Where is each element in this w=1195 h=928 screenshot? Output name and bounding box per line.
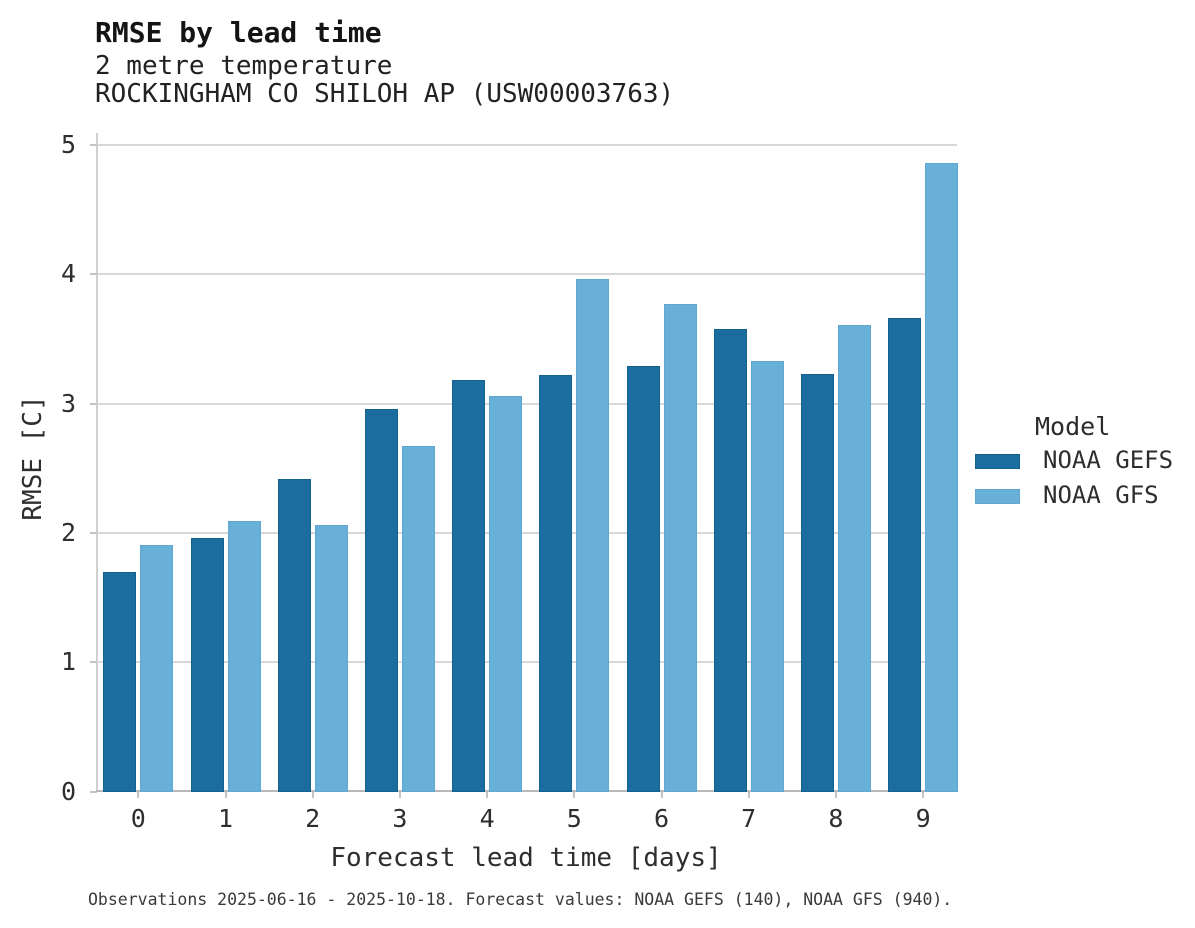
bar-noaa-gfs-4 <box>489 395 523 792</box>
legend-label-noaa-gefs: NOAA GEFS <box>1043 446 1174 474</box>
bar-noaa-gefs-3 <box>364 408 398 792</box>
x-axis-title: Forecast lead time [days] <box>330 843 722 873</box>
bar-noaa-gefs-8 <box>800 373 834 792</box>
y-tick-label: 5 <box>60 130 76 159</box>
x-tick-label: 0 <box>130 803 146 833</box>
legend-title: Model <box>1035 412 1111 441</box>
gridline-y4 <box>95 273 957 276</box>
y-tick-mark <box>89 273 97 276</box>
gridline-y5 <box>95 144 957 146</box>
x-tick-label: 9 <box>915 803 931 833</box>
gridline-y3 <box>95 402 957 405</box>
bar-noaa-gfs-0 <box>140 544 174 792</box>
bar-noaa-gfs-9 <box>925 163 959 792</box>
bar-noaa-gefs-4 <box>452 380 486 792</box>
gridline-y1 <box>95 661 957 664</box>
x-tick-label: 7 <box>741 803 757 833</box>
y-tick-label: 4 <box>60 259 76 289</box>
x-tick-label: 2 <box>305 803 321 833</box>
x-tick-mark <box>834 791 837 798</box>
y-tick-mark <box>89 661 97 664</box>
y-tick-mark <box>89 402 97 405</box>
bar-noaa-gfs-6 <box>663 304 697 792</box>
plot-area <box>95 133 959 792</box>
footer-note: Observations 2025-06-16 - 2025-10-18. Fo… <box>88 890 953 909</box>
chart-subtitle-station: ROCKINGHAM CO SHILOH AP (USW00003763) <box>95 79 675 109</box>
bar-noaa-gefs-7 <box>713 328 747 792</box>
x-tick-label: 5 <box>566 803 582 833</box>
legend-swatch-noaa-gfs <box>975 489 1020 504</box>
x-tick-mark <box>224 791 227 798</box>
legend-label-noaa-gfs: NOAA GFS <box>1043 481 1159 509</box>
bar-noaa-gfs-2 <box>314 525 348 792</box>
bar-noaa-gefs-9 <box>888 318 922 792</box>
x-tick-label: 6 <box>653 803 670 833</box>
x-axis-line <box>95 789 957 792</box>
bar-noaa-gefs-1 <box>190 538 224 792</box>
x-tick-mark <box>311 791 314 798</box>
x-tick-mark <box>747 791 750 798</box>
bar-noaa-gfs-7 <box>750 360 784 792</box>
y-tick-label: 2 <box>60 517 76 547</box>
x-tick-label: 4 <box>479 803 495 833</box>
y-axis-spine <box>95 133 98 792</box>
x-tick-label: 3 <box>392 803 408 833</box>
x-tick-mark <box>660 791 663 798</box>
chart-title: RMSE by lead time <box>95 16 382 49</box>
x-tick-mark <box>137 791 140 798</box>
bar-noaa-gefs-6 <box>626 366 660 792</box>
legend-swatch-noaa-gefs <box>975 454 1020 469</box>
bar-noaa-gefs-0 <box>103 571 137 792</box>
bar-noaa-gfs-3 <box>401 446 435 792</box>
x-tick-mark <box>486 791 489 798</box>
bar-noaa-gefs-2 <box>277 478 311 792</box>
y-tick-label: 1 <box>60 647 76 677</box>
x-tick-mark <box>573 791 576 798</box>
bar-noaa-gefs-5 <box>539 375 573 792</box>
y-tick-mark <box>89 144 97 146</box>
x-tick-label: 1 <box>217 803 234 833</box>
bar-noaa-gfs-1 <box>227 521 261 792</box>
y-tick-label: 3 <box>60 388 76 418</box>
bar-noaa-gfs-8 <box>837 324 871 792</box>
y-tick-label: 0 <box>60 776 76 806</box>
x-tick-mark <box>398 791 401 798</box>
x-tick-mark <box>922 791 925 798</box>
x-tick-label: 8 <box>828 803 844 833</box>
bar-noaa-gfs-5 <box>576 279 610 792</box>
gridline-y2 <box>95 531 957 534</box>
chart-subtitle-variable: 2 metre temperature <box>95 51 393 81</box>
y-tick-mark <box>89 531 97 534</box>
y-tick-mark <box>89 790 97 793</box>
